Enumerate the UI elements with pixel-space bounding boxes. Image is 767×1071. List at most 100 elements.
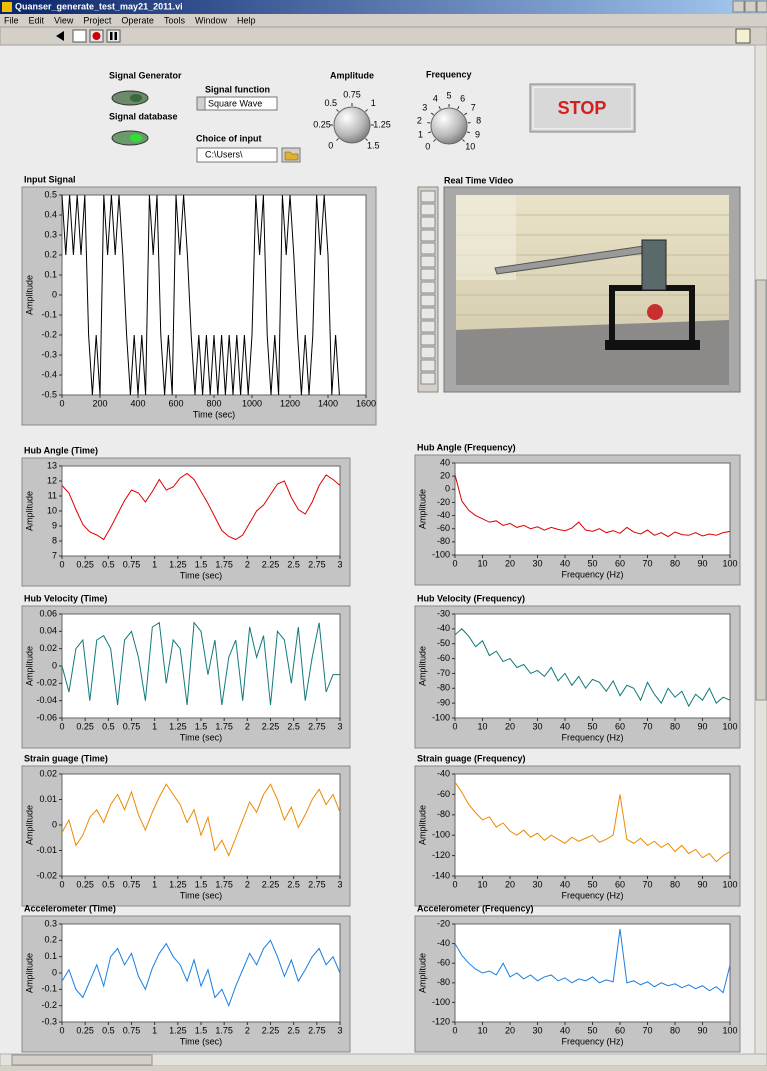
x-tick-label: 90 — [697, 558, 707, 568]
tool-icon[interactable] — [421, 243, 435, 254]
y-tick-label: -0.2 — [41, 329, 57, 339]
x-tick-label: 0.5 — [102, 721, 115, 731]
x-tick-label: 2.5 — [287, 721, 300, 731]
tool-icon[interactable] — [421, 295, 435, 306]
x-tick-label: 70 — [642, 1025, 652, 1035]
app-icon — [2, 2, 12, 12]
x-tick-label: 70 — [642, 879, 652, 889]
y-axis-label: Amplitude — [417, 646, 427, 686]
ring-arrows[interactable] — [197, 97, 205, 110]
x-tick-label: 0 — [59, 1025, 64, 1035]
y-tick-label: -0.02 — [36, 678, 57, 688]
rig-base — [605, 340, 700, 350]
pause-icon — [110, 32, 113, 40]
menu-item[interactable]: Tools — [164, 15, 186, 25]
y-tick-label: -40 — [437, 623, 450, 633]
plot-area — [455, 463, 730, 555]
menu-item[interactable]: Operate — [121, 15, 154, 25]
x-tick-label: 10 — [477, 721, 487, 731]
video-title: Real Time Video — [444, 175, 514, 185]
x-tick-label: 0 — [452, 558, 457, 568]
x-tick-label: 80 — [670, 879, 680, 889]
y-tick-label: 11 — [48, 490, 57, 500]
x-tick-label: 2.5 — [287, 879, 300, 889]
y-tick-label: 12 — [47, 475, 57, 485]
tool-icon[interactable] — [421, 204, 435, 215]
close-button[interactable] — [757, 1, 767, 12]
y-tick-label: -0.01 — [36, 845, 57, 855]
x-tick-label: 10 — [477, 1025, 487, 1035]
x-tick-label: 3 — [337, 721, 342, 731]
y-tick-label: -40 — [437, 938, 450, 948]
scroll-thumb[interactable] — [756, 280, 766, 700]
x-tick-label: 80 — [670, 721, 680, 731]
tool-icon[interactable] — [421, 256, 435, 267]
knob-tick-label: 2 — [417, 116, 422, 126]
x-tick-label: 60 — [615, 558, 625, 568]
knob-tick-label: 0.75 — [343, 89, 361, 99]
x-tick-label: 2.25 — [262, 721, 280, 731]
x-tick-label: 0 — [59, 879, 64, 889]
y-tick-label: -20 — [437, 918, 450, 928]
amplitude-knob[interactable] — [334, 107, 370, 143]
menu-item[interactable]: View — [54, 15, 74, 25]
tool-icon[interactable] — [421, 308, 435, 319]
y-tick-label: -70 — [437, 668, 450, 678]
minimize-button[interactable] — [733, 1, 744, 12]
x-tick-label: 100 — [722, 1025, 737, 1035]
path-value: C:\Users\ — [205, 149, 243, 159]
y-tick-label: 10 — [47, 505, 57, 515]
tool-icon[interactable] — [421, 321, 435, 332]
x-tick-label: 0.5 — [102, 879, 115, 889]
help-button[interactable] — [736, 29, 750, 43]
frequency-knob[interactable] — [431, 108, 467, 144]
x-tick-label: 1 — [152, 721, 157, 731]
pause-button[interactable] — [107, 30, 120, 42]
y-tick-label: -100 — [432, 549, 450, 559]
y-tick-label: 0.5 — [44, 189, 57, 199]
menu-item[interactable]: Window — [195, 15, 228, 25]
tool-icon[interactable] — [421, 347, 435, 358]
x-tick-label: 1 — [152, 559, 157, 569]
y-tick-label: -20 — [437, 497, 450, 507]
scroll-thumb[interactable] — [12, 1055, 152, 1065]
run-continuous-button[interactable] — [73, 30, 86, 42]
y-axis-label: Amplitude — [417, 953, 427, 993]
switch-led — [130, 94, 142, 102]
y-tick-label: -0.06 — [36, 712, 57, 722]
y-tick-label: -0.02 — [36, 870, 57, 880]
menu-item[interactable]: Edit — [29, 15, 45, 25]
menu-item[interactable]: Help — [237, 15, 256, 25]
tool-icon[interactable] — [421, 373, 435, 384]
x-tick-label: 30 — [532, 558, 542, 568]
control-label: Choice of input — [196, 133, 262, 143]
maximize-button[interactable] — [745, 1, 756, 12]
graph-title: Accelerometer (Frequency) — [417, 903, 534, 913]
x-tick-label: 20 — [505, 721, 515, 731]
x-tick-label: 1.5 — [195, 1025, 208, 1035]
x-tick-label: 60 — [615, 1025, 625, 1035]
x-tick-label: 2.75 — [308, 1025, 326, 1035]
x-tick-label: 1 — [152, 879, 157, 889]
x-tick-label: 80 — [670, 1025, 680, 1035]
y-tick-label: 0.4 — [44, 209, 57, 219]
tool-icon[interactable] — [421, 217, 435, 228]
x-tick-label: 20 — [505, 1025, 515, 1035]
tool-icon[interactable] — [421, 191, 435, 202]
x-tick-label: 40 — [560, 721, 570, 731]
y-axis-label: Amplitude — [24, 646, 34, 686]
tool-icon[interactable] — [421, 269, 435, 280]
tool-icon[interactable] — [421, 334, 435, 345]
x-axis-label: Frequency (Hz) — [561, 1036, 623, 1046]
x-tick-label: 80 — [670, 558, 680, 568]
menu-item[interactable]: Project — [83, 15, 112, 25]
tool-icon[interactable] — [421, 360, 435, 371]
control-label: Signal database — [109, 111, 178, 121]
x-tick-label: 2.5 — [287, 559, 300, 569]
x-tick-label: 40 — [560, 558, 570, 568]
x-tick-label: 100 — [722, 721, 737, 731]
menu-item[interactable]: File — [4, 15, 19, 25]
tool-icon[interactable] — [421, 230, 435, 241]
tool-icon[interactable] — [421, 282, 435, 293]
x-tick-label: 100 — [722, 558, 737, 568]
